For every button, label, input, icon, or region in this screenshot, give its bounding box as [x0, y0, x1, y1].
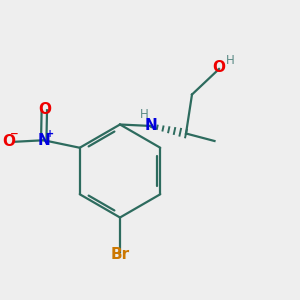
Text: H: H — [226, 53, 235, 67]
Text: H: H — [140, 108, 148, 121]
Text: N: N — [145, 118, 158, 134]
Text: N: N — [38, 133, 50, 148]
Text: O: O — [212, 60, 226, 75]
Text: O: O — [38, 102, 51, 117]
Text: +: + — [46, 129, 54, 139]
Text: Br: Br — [110, 247, 130, 262]
Text: O: O — [2, 134, 15, 148]
Text: −: − — [10, 128, 18, 138]
